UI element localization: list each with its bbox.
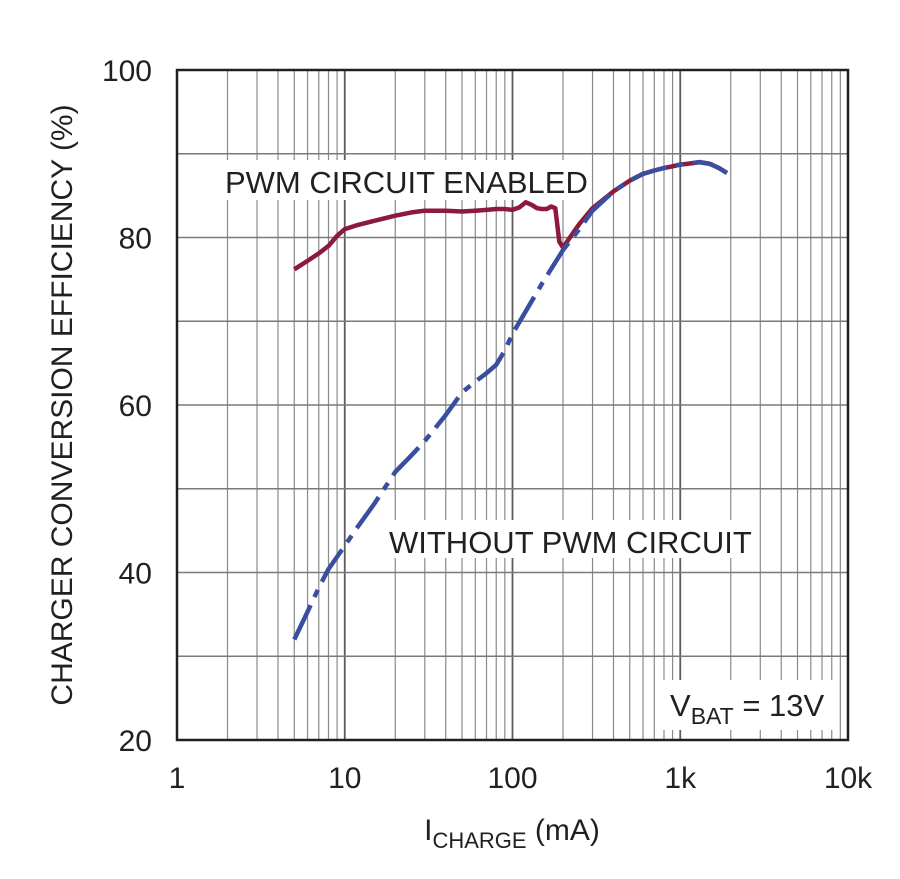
x-tick-label: 1: [169, 762, 186, 795]
series-label-background: [386, 520, 744, 558]
y-tick-label: 80: [119, 223, 152, 256]
x-axis-title-subscript: CHARGE: [432, 828, 526, 853]
vbat-annotation: VBAT = 13V: [670, 688, 825, 729]
without-pwm-series-line: [292, 159, 729, 641]
x-tick-label: 10: [328, 762, 361, 795]
vbat-annotation-value: = 13V: [734, 688, 825, 723]
series-label-background: [222, 160, 578, 200]
y-tick-label: 20: [119, 725, 152, 758]
x-axis-title: ICHARGE (mA): [424, 814, 600, 853]
plot-frame: [175, 68, 850, 742]
x-axis-title-unit: (mA): [527, 814, 600, 847]
y-tick-label: 100: [102, 55, 152, 88]
y-axis-title: CHARGER CONVERSION EFFICIENCY (%): [46, 104, 79, 705]
x-tick-label: 10k: [824, 762, 873, 795]
vbat-annotation-subscript: BAT: [691, 703, 734, 729]
series-label-without-pwm: WITHOUT PWM CIRCUIT: [389, 525, 752, 560]
annotation-box: [662, 680, 838, 730]
x-tick-label: 1k: [664, 762, 697, 795]
y-tick-label: 60: [119, 390, 152, 423]
x-tick-label: 100: [487, 762, 537, 795]
vbat-annotation-main: V: [670, 688, 691, 723]
x-axis-title-main: I: [424, 814, 432, 847]
series-labels: PWM CIRCUIT ENABLED WITHOUT PWM CIRCUIT: [222, 160, 752, 560]
y-tick-label: 40: [119, 558, 152, 591]
series-label-pwm-enabled: PWM CIRCUIT ENABLED: [225, 165, 588, 200]
series-layer: [292, 159, 729, 641]
tick-labels: 1 10 100 1k 10k 20 40 60 80 100: [102, 55, 873, 795]
